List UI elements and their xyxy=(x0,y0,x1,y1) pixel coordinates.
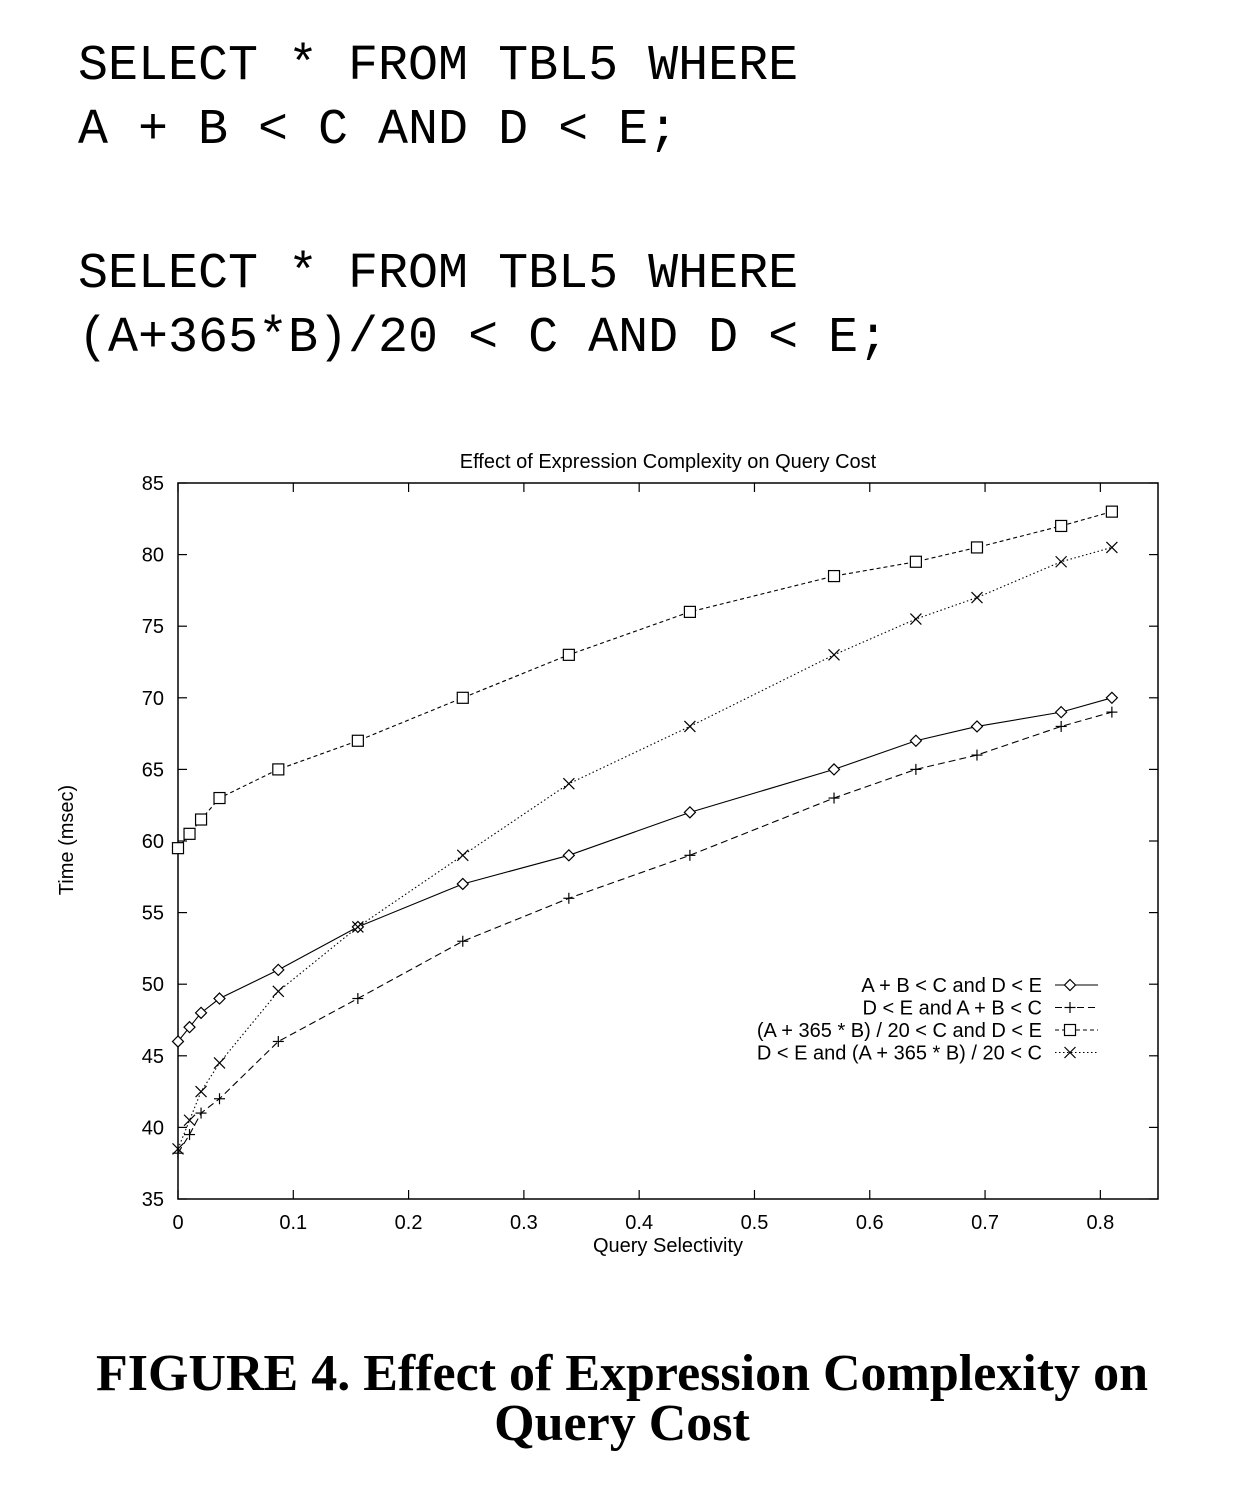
data-point-2 xyxy=(195,1107,207,1119)
data-point-4 xyxy=(456,849,469,862)
data-point-1 xyxy=(1054,705,1068,719)
y-tick-label: 80 xyxy=(142,545,164,567)
data-point-3 xyxy=(909,555,922,568)
query-1-line-2: A + B < C AND D < E; xyxy=(78,102,679,159)
data-point-4 xyxy=(562,777,575,790)
data-point-2 xyxy=(1055,720,1067,732)
legend-marker-3 xyxy=(1063,1023,1077,1037)
data-point-4 xyxy=(351,920,364,933)
data-point-4 xyxy=(971,591,983,604)
y-tick-label: 75 xyxy=(142,616,164,638)
data-point-2 xyxy=(828,792,840,804)
data-point-3 xyxy=(183,827,196,840)
data-point-2 xyxy=(1106,706,1118,718)
data-point-2 xyxy=(910,763,922,775)
x-tick-label: 0 xyxy=(172,1212,183,1234)
data-point-3 xyxy=(213,791,226,805)
data-point-4 xyxy=(909,613,922,625)
data-point-1 xyxy=(271,963,285,977)
x-tick-label: 0.2 xyxy=(395,1212,423,1234)
data-point-4 xyxy=(683,720,696,733)
legend-marker-4 xyxy=(1064,1046,1076,1059)
data-point-3 xyxy=(683,605,697,618)
data-point-1 xyxy=(171,1035,185,1048)
query-2-line-1: SELECT * FROM TBL5 WHERE xyxy=(78,246,799,303)
legend-label-2: D < E and A + B < C xyxy=(862,998,1042,1020)
data-point-4 xyxy=(1105,541,1118,554)
data-point-3 xyxy=(1055,519,1068,533)
y-axis-label: Time (msec) xyxy=(56,785,78,895)
y-tick-label: 65 xyxy=(142,759,164,781)
data-point-1 xyxy=(909,734,923,748)
data-point-2 xyxy=(457,935,469,947)
data-point-3 xyxy=(827,569,841,583)
x-tick-label: 0.1 xyxy=(279,1212,307,1234)
data-point-4 xyxy=(1055,555,1068,568)
data-point-4 xyxy=(172,1142,184,1155)
y-tick-label: 35 xyxy=(142,1189,164,1211)
data-point-4 xyxy=(213,1057,226,1069)
y-tick-label: 45 xyxy=(142,1046,164,1068)
data-point-3 xyxy=(970,541,984,554)
data-point-2 xyxy=(563,892,575,904)
x-tick-label: 0.6 xyxy=(856,1212,884,1234)
series-line-3 xyxy=(177,511,1113,849)
series-line-2 xyxy=(177,711,1113,1154)
legend-marker-2 xyxy=(1064,1002,1076,1013)
plot-frame xyxy=(177,482,1159,1200)
legend-label-3: (A + 365 * B) / 20 < C and D < E xyxy=(757,1020,1042,1042)
data-point-3 xyxy=(272,763,285,776)
data-point-1 xyxy=(194,1006,208,1020)
y-tick-label: 40 xyxy=(142,1117,164,1139)
data-point-4 xyxy=(828,648,840,661)
data-point-2 xyxy=(184,1129,196,1141)
legend-marker-1 xyxy=(1063,978,1077,992)
query-2-line-2: (A+365*B)/20 < C AND D < E; xyxy=(78,310,889,367)
series-layer xyxy=(171,505,1119,1159)
legend-label-1: A + B < C and D < E xyxy=(861,975,1042,997)
x-tick-label: 0.8 xyxy=(1086,1212,1114,1234)
data-point-1 xyxy=(183,1020,196,1034)
y-tick-label: 70 xyxy=(142,688,164,710)
data-point-2 xyxy=(352,993,364,1005)
series-line-4 xyxy=(177,546,1113,1150)
data-point-3 xyxy=(562,648,575,661)
x-tick-label: 0.5 xyxy=(741,1212,769,1234)
data-point-1 xyxy=(683,806,697,819)
data-point-1 xyxy=(562,848,576,862)
x-tick-label: 0.7 xyxy=(971,1212,999,1234)
data-point-4 xyxy=(183,1114,196,1127)
y-tick-label: 55 xyxy=(142,903,164,925)
x-tick-label: 0.4 xyxy=(625,1212,653,1234)
x-tick-label: 0.3 xyxy=(510,1212,538,1234)
data-point-2 xyxy=(684,849,696,861)
data-point-1 xyxy=(970,720,984,733)
legend: A + B < C and D < ED < E and A + B < C(A… xyxy=(757,975,1098,1065)
axis-ticks: 0 0.1 0.2 0.3 0.4 0.5 0.6 0.7 0.8 35 40 45 50 55 60 65 7… xyxy=(142,473,1158,1234)
data-point-3 xyxy=(456,691,469,704)
data-point-3 xyxy=(171,842,185,855)
x-axis-label: Query Selectivity xyxy=(593,1235,743,1257)
y-tick-label: 60 xyxy=(142,831,164,853)
data-point-3 xyxy=(351,734,364,747)
data-point-1 xyxy=(456,877,470,891)
data-point-2 xyxy=(971,749,983,761)
y-tick-label: 85 xyxy=(142,473,164,495)
data-point-2 xyxy=(214,1093,226,1105)
data-point-4 xyxy=(195,1085,207,1098)
y-tick-label: 50 xyxy=(142,974,164,996)
data-point-1 xyxy=(213,992,226,1005)
data-point-1 xyxy=(1105,691,1119,705)
legend-label-4: D < E and (A + 365 * B) / 20 < C xyxy=(757,1043,1042,1065)
chart-title: Effect of Expression Complexity on Query… xyxy=(460,451,877,473)
query-1-line-1: SELECT * FROM TBL5 WHERE xyxy=(78,38,799,95)
line-chart: Effect of Expression Complexity on Query… xyxy=(56,451,1159,1257)
data-point-3 xyxy=(194,813,208,826)
data-point-2 xyxy=(272,1035,284,1047)
figure-caption-line-2: Query Cost xyxy=(494,1395,750,1452)
data-point-1 xyxy=(827,763,841,776)
data-point-3 xyxy=(1105,505,1118,518)
figure-caption-line-1: FIGURE 4. Effect of Expression Complexit… xyxy=(95,1345,1148,1402)
data-point-4 xyxy=(272,985,285,998)
